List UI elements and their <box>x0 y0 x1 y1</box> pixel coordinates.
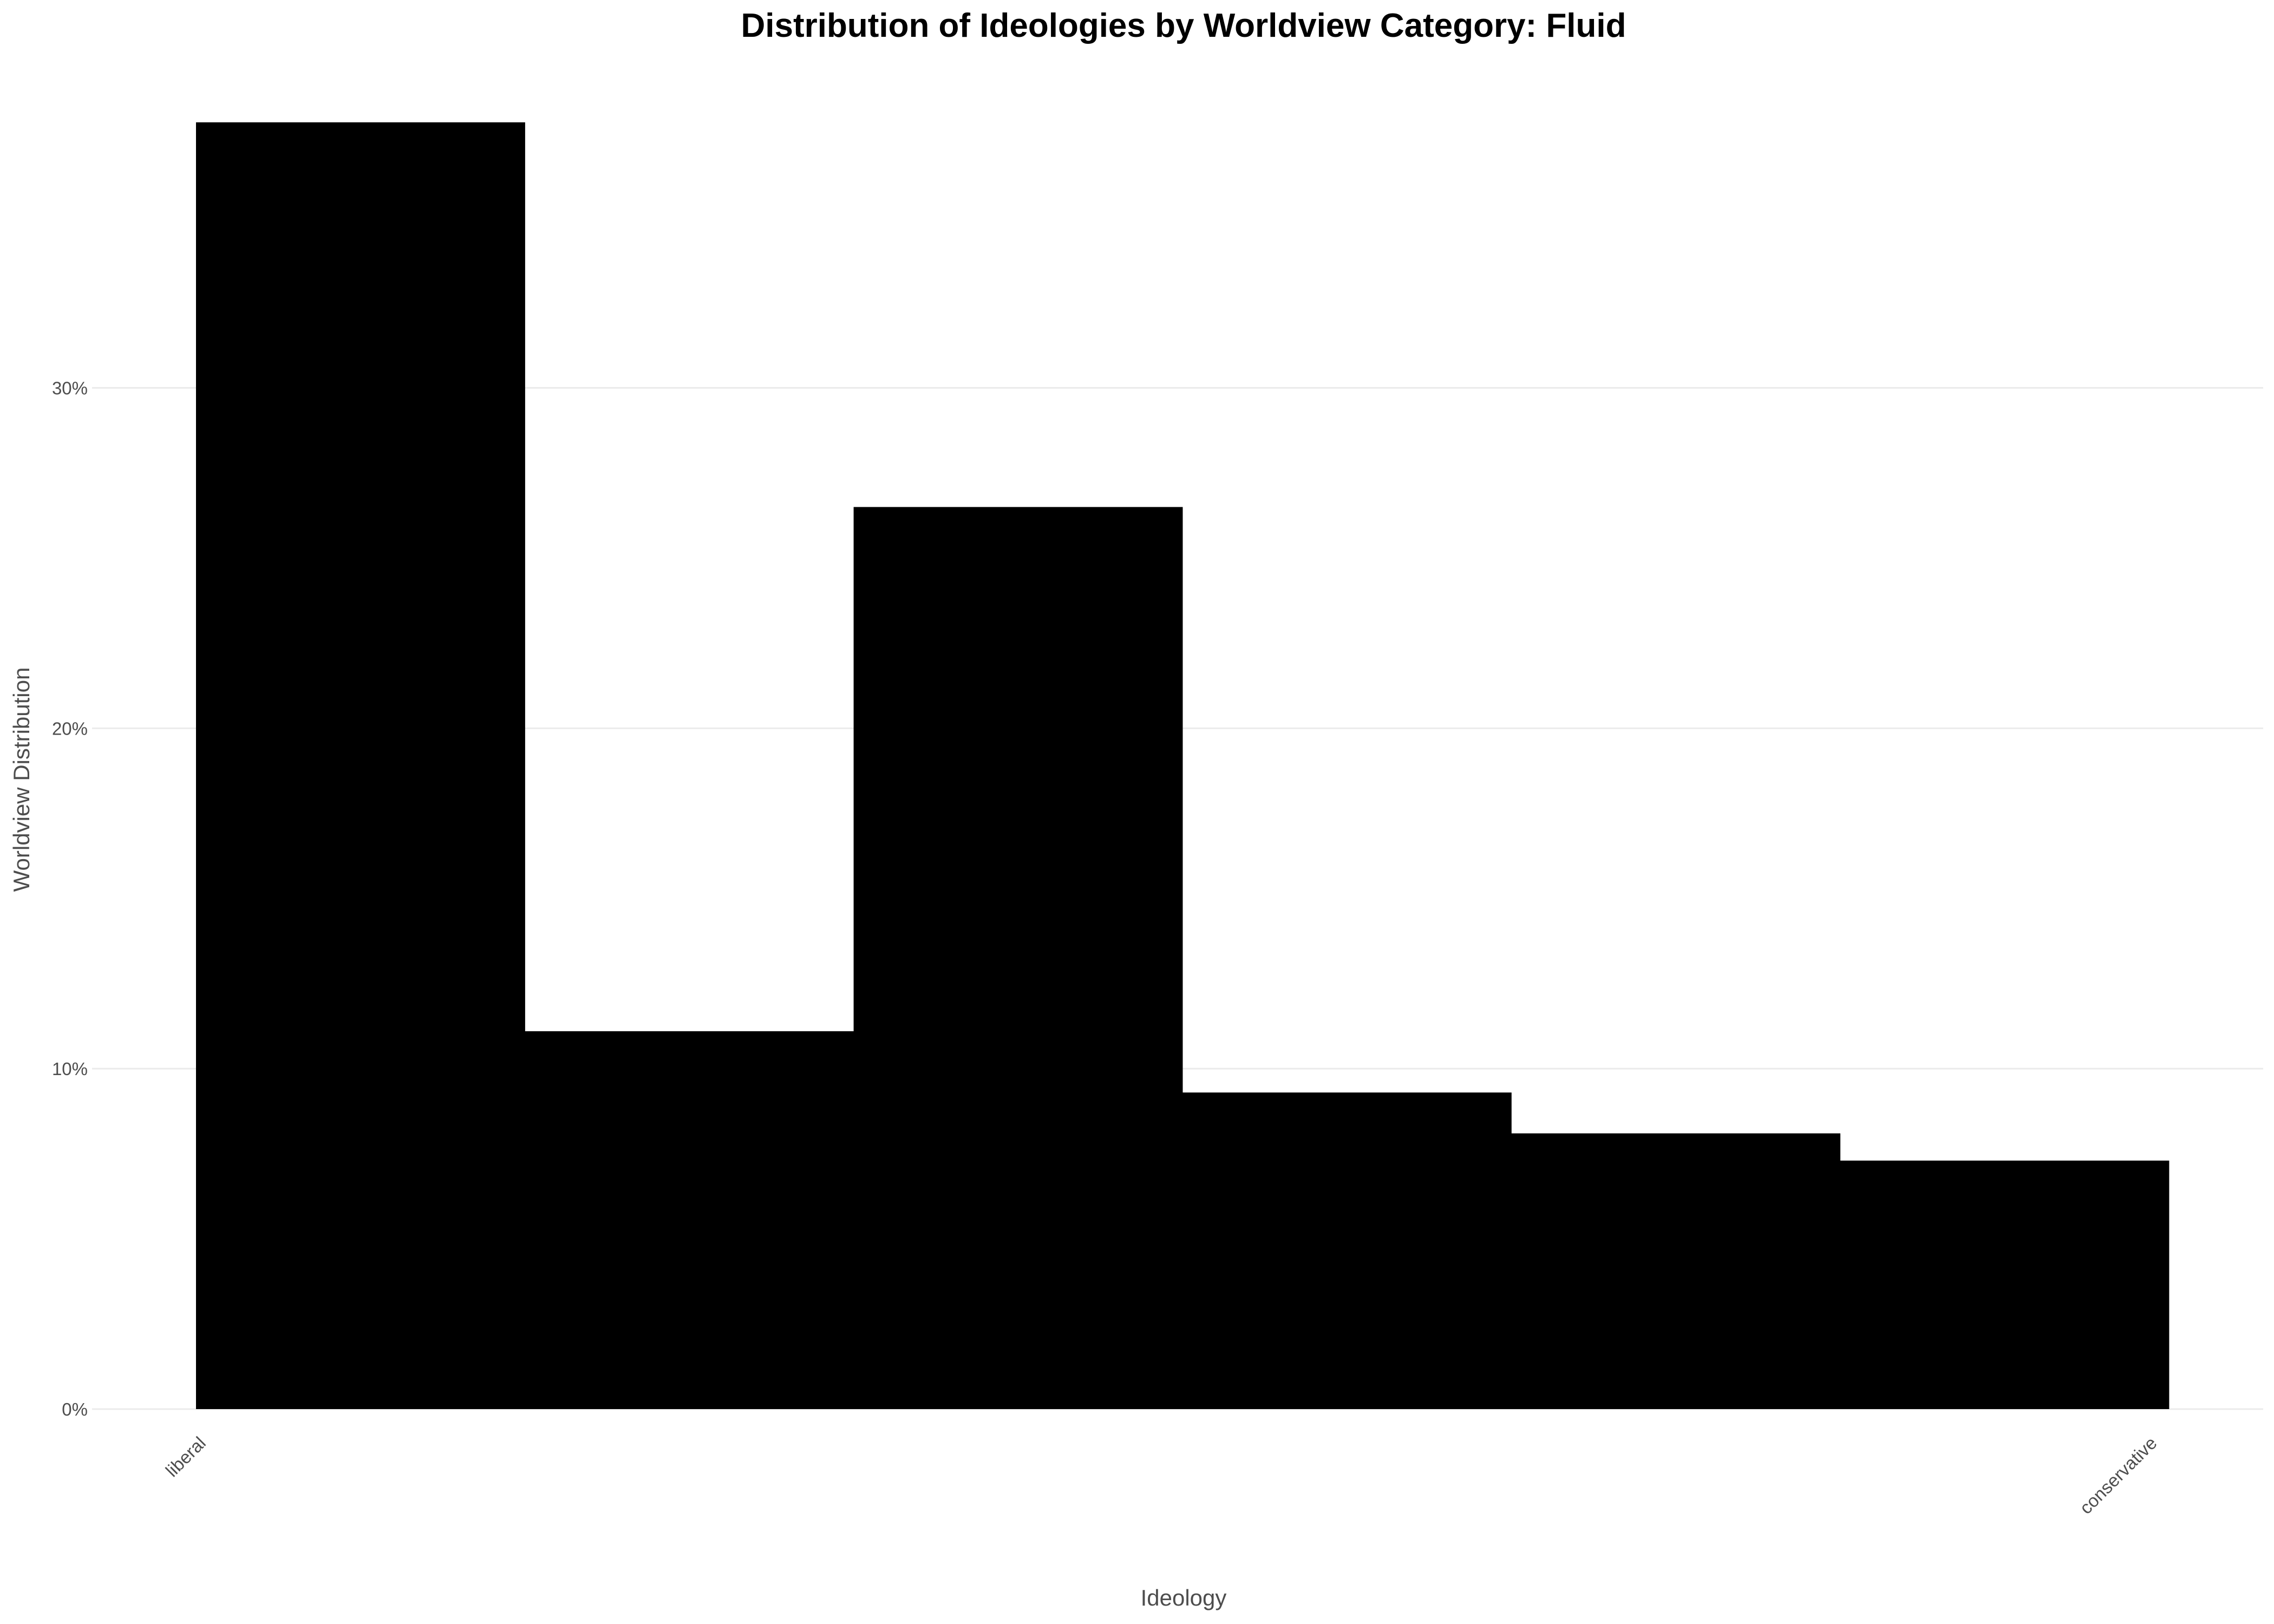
bar <box>853 507 1183 1409</box>
x-axis-title: Ideology <box>1141 1585 1227 1610</box>
bar <box>1840 1160 2170 1409</box>
y-tick-label: 10% <box>52 1059 88 1079</box>
bars <box>196 122 2170 1409</box>
chart-title: Distribution of Ideologies by Worldview … <box>741 7 1626 44</box>
bar <box>1182 1092 1512 1409</box>
y-tick-label: 0% <box>62 1399 88 1419</box>
y-tick-label: 20% <box>52 718 88 738</box>
bar <box>196 122 525 1409</box>
y-axis-tick-labels: 0% 10% 20% 30% <box>52 378 88 1419</box>
x-tick-label: conservative <box>2076 1433 2161 1518</box>
bar <box>1511 1133 1841 1409</box>
x-axis-tick-labels: liberal conservative <box>162 1433 2161 1518</box>
y-axis-title: Worldview Distribution <box>9 667 34 892</box>
bar <box>525 1031 854 1409</box>
x-tick-label: liberal <box>162 1433 210 1481</box>
y-tick-label: 30% <box>52 378 88 398</box>
